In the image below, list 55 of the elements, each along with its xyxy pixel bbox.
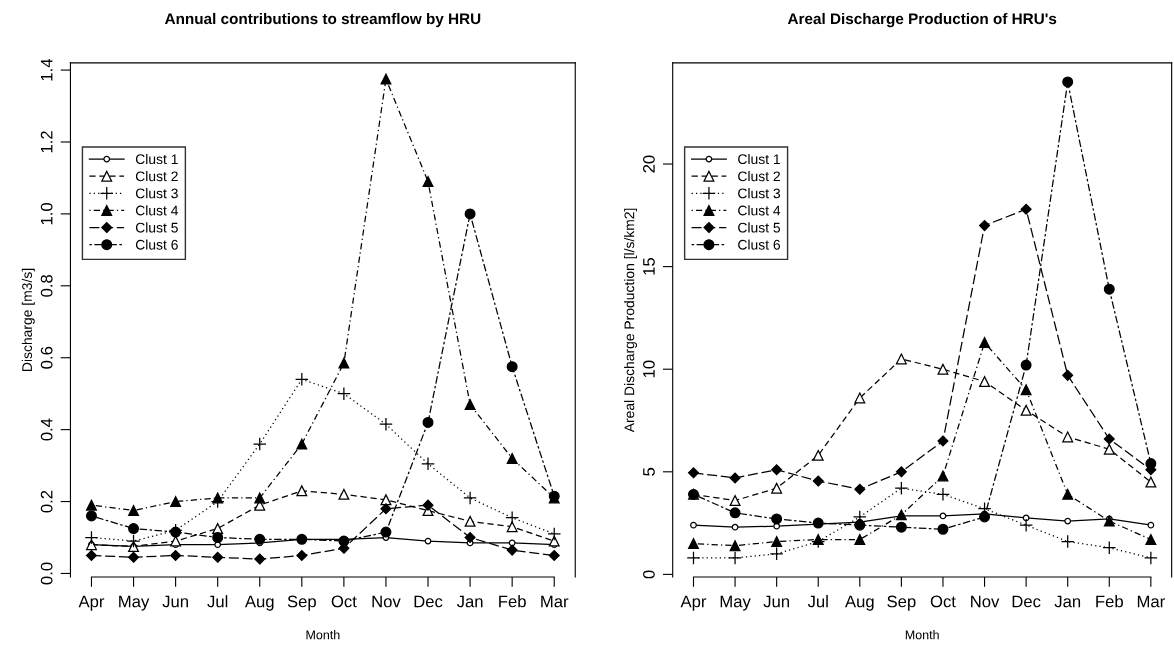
legend-label: Clust 1 xyxy=(135,153,178,165)
y-axis-title: Discharge [m3/s] xyxy=(21,268,35,371)
legend-label: Clust 6 xyxy=(135,239,178,250)
x-tick-label: May xyxy=(720,595,751,611)
y-tick-label: 0.2 xyxy=(40,490,53,513)
x-axis-title: Month xyxy=(905,630,939,640)
legend-label: Clust 4 xyxy=(135,205,179,216)
x-tick-label: Apr xyxy=(680,595,707,611)
x-tick-label: Jan xyxy=(456,595,483,608)
legend-label: Clust 3 xyxy=(135,188,178,199)
y-tick-label: 0.0 xyxy=(40,562,53,585)
x-tick-label: Mar xyxy=(541,595,569,608)
legend-label: Clust 5 xyxy=(738,222,781,233)
y-tick-label: 0.4 xyxy=(40,418,53,441)
x-tick-label: Jun xyxy=(763,595,790,608)
legend-label: Clust 3 xyxy=(738,188,781,199)
legend-label: Clust 4 xyxy=(738,205,781,216)
x-tick-label: Mar xyxy=(1137,595,1165,608)
y-tick-label: 10 xyxy=(643,360,655,378)
x-tick-label: Apr xyxy=(78,595,105,611)
x-tick-label: Jan xyxy=(1054,595,1081,608)
x-tick-label: Nov xyxy=(372,595,401,608)
x-tick-label: Jul xyxy=(207,595,228,608)
y-axis-title: Areal Discharge Production [l/s/km2] xyxy=(624,208,638,433)
y-tick-label: 1.2 xyxy=(40,131,53,153)
x-tick-label: Jul xyxy=(807,595,828,608)
x-tick-label: Sep xyxy=(887,595,916,611)
x-tick-label: Oct xyxy=(331,595,357,608)
x-tick-label: Feb xyxy=(1096,595,1123,608)
chart-title: Areal Discharge Production of HRU's xyxy=(787,12,1057,28)
y-tick-label: 0.8 xyxy=(40,274,53,297)
y-tick-label: 15 xyxy=(643,258,655,275)
chart-title: Annual contributions to streamflow by HRU xyxy=(164,12,481,28)
legend-label: Clust 5 xyxy=(135,222,178,233)
x-tick-label: Aug xyxy=(845,595,874,611)
legend-label: Clust 1 xyxy=(738,153,780,165)
x-tick-label: Dec xyxy=(414,595,443,608)
x-tick-label: Dec xyxy=(1012,595,1041,608)
x-axis-title: Month xyxy=(306,630,340,640)
y-tick-label: 5 xyxy=(643,467,655,476)
y-tick-label: 20 xyxy=(643,155,655,173)
x-tick-label: Oct xyxy=(930,595,956,608)
x-tick-label: Sep xyxy=(287,595,316,611)
x-tick-label: Feb xyxy=(499,595,526,608)
x-tick-label: Nov xyxy=(971,595,1000,608)
y-tick-label: 1.0 xyxy=(40,202,53,225)
x-tick-label: Aug xyxy=(244,595,274,611)
legend-label: Clust 2 xyxy=(135,171,178,182)
y-tick-label: 1.4 xyxy=(40,58,53,81)
x-tick-label: Jun xyxy=(162,595,188,608)
y-tick-label: 0.6 xyxy=(40,346,53,369)
legend-label: Clust 6 xyxy=(738,239,781,250)
y-tick-label: 0 xyxy=(643,570,655,579)
x-tick-label: May xyxy=(119,595,150,611)
legend-label: Clust 2 xyxy=(738,171,780,182)
